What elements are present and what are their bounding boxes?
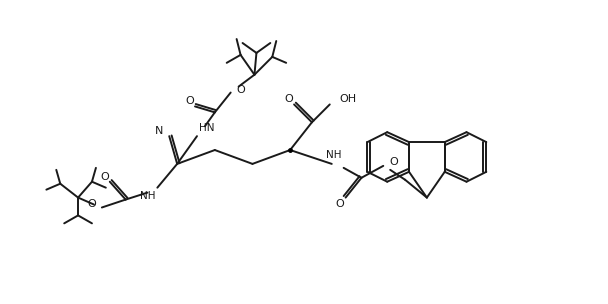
Text: O: O (87, 199, 96, 209)
Text: O: O (185, 96, 195, 106)
Text: HN: HN (199, 123, 215, 133)
Text: NH: NH (326, 150, 342, 160)
Text: N: N (155, 126, 164, 136)
Text: O: O (285, 95, 294, 105)
Text: O: O (237, 85, 246, 95)
Text: O: O (389, 157, 398, 167)
Text: OH: OH (340, 95, 357, 105)
Text: O: O (100, 172, 109, 182)
Text: NH: NH (140, 191, 156, 201)
Text: O: O (335, 199, 344, 209)
